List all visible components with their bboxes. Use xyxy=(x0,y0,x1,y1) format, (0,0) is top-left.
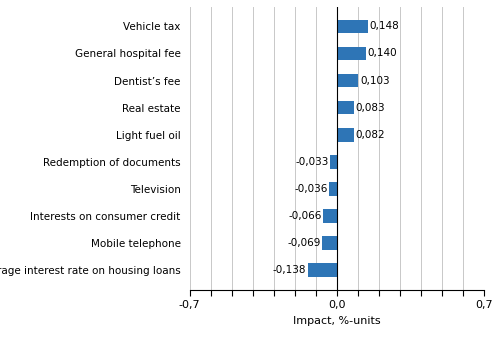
Text: -0,138: -0,138 xyxy=(273,265,306,275)
Text: 0,082: 0,082 xyxy=(356,130,385,140)
Text: -0,033: -0,033 xyxy=(295,157,328,167)
Bar xyxy=(337,128,354,142)
Bar xyxy=(330,155,337,168)
Bar xyxy=(322,236,337,250)
Bar xyxy=(329,182,337,196)
Text: -0,069: -0,069 xyxy=(287,238,321,248)
Bar xyxy=(337,74,358,87)
Bar xyxy=(308,264,337,277)
Bar xyxy=(337,47,366,60)
Text: 0,148: 0,148 xyxy=(369,21,399,31)
Text: 0,083: 0,083 xyxy=(356,103,385,113)
Text: 0,140: 0,140 xyxy=(368,49,397,58)
Bar xyxy=(323,209,337,223)
Bar xyxy=(337,20,368,33)
Text: -0,066: -0,066 xyxy=(288,211,321,221)
Text: 0,103: 0,103 xyxy=(360,75,390,86)
Bar xyxy=(337,101,354,115)
X-axis label: Impact, %-units: Impact, %-units xyxy=(293,316,381,326)
Text: -0,036: -0,036 xyxy=(294,184,328,194)
